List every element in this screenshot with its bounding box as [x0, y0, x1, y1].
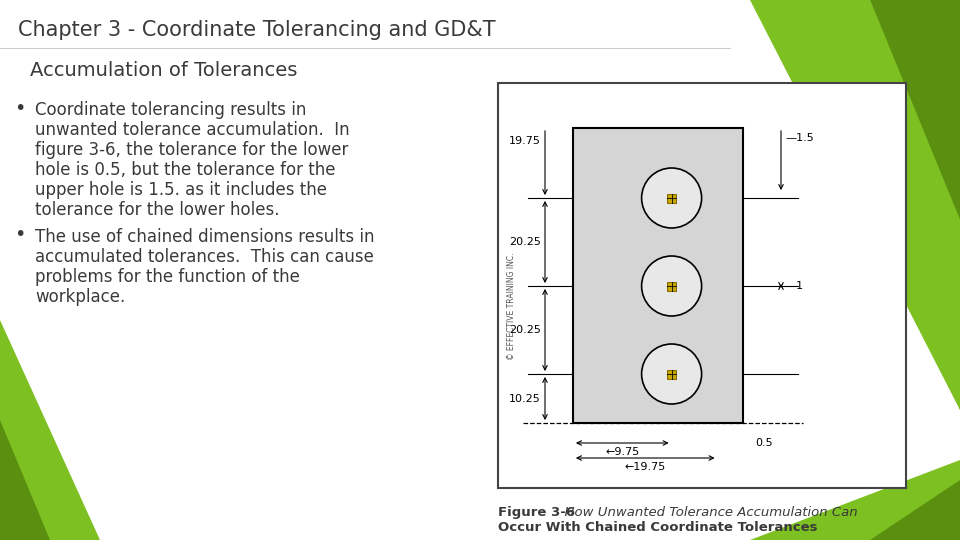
Text: upper hole is 1.5. as it includes the: upper hole is 1.5. as it includes the — [35, 181, 327, 199]
Text: problems for the function of the: problems for the function of the — [35, 268, 300, 286]
Text: accumulated tolerances.  This can cause: accumulated tolerances. This can cause — [35, 248, 373, 266]
Circle shape — [641, 256, 702, 316]
Polygon shape — [800, 0, 960, 410]
Text: ←9.75: ←9.75 — [605, 447, 639, 457]
Text: hole is 0.5, but the tolerance for the: hole is 0.5, but the tolerance for the — [35, 161, 335, 179]
Text: ←19.75: ←19.75 — [625, 462, 666, 472]
Polygon shape — [870, 480, 960, 540]
Bar — [667, 369, 676, 379]
Text: workplace.: workplace. — [35, 288, 125, 306]
Text: Coordinate tolerancing results in: Coordinate tolerancing results in — [35, 101, 306, 119]
Text: 20.25: 20.25 — [509, 237, 541, 247]
Text: •: • — [14, 98, 26, 118]
Polygon shape — [750, 0, 960, 410]
Text: •: • — [14, 226, 26, 245]
Text: 10.25: 10.25 — [509, 394, 541, 403]
Text: 20.25: 20.25 — [509, 325, 541, 335]
Text: © EFFECTIVE TRAINING INC.: © EFFECTIVE TRAINING INC. — [508, 252, 516, 360]
Polygon shape — [870, 0, 960, 220]
Text: The use of chained dimensions results in: The use of chained dimensions results in — [35, 228, 374, 246]
Text: tolerance for the lower holes.: tolerance for the lower holes. — [35, 201, 279, 219]
Bar — [573, 128, 743, 423]
Bar — [667, 193, 676, 202]
Polygon shape — [750, 460, 960, 540]
Text: Chapter 3 - Coordinate Tolerancing and GD&T: Chapter 3 - Coordinate Tolerancing and G… — [18, 20, 495, 40]
Polygon shape — [0, 320, 100, 540]
Text: 19.75: 19.75 — [509, 136, 541, 146]
Text: figure 3-6, the tolerance for the lower: figure 3-6, the tolerance for the lower — [35, 141, 348, 159]
Circle shape — [641, 168, 702, 228]
Text: Figure 3-6: Figure 3-6 — [498, 506, 575, 519]
Polygon shape — [0, 420, 50, 540]
Text: unwanted tolerance accumulation.  In: unwanted tolerance accumulation. In — [35, 121, 349, 139]
Text: How Unwanted Tolerance Accumulation Can: How Unwanted Tolerance Accumulation Can — [556, 506, 857, 519]
Circle shape — [641, 344, 702, 404]
Bar — [667, 281, 676, 291]
Text: —1.5: —1.5 — [785, 133, 814, 143]
Text: —1: —1 — [785, 281, 804, 291]
Text: Occur With Chained Coordinate Tolerances: Occur With Chained Coordinate Tolerances — [498, 521, 818, 534]
Bar — [498, 83, 906, 488]
Text: Accumulation of Tolerances: Accumulation of Tolerances — [30, 60, 298, 79]
Text: 0.5: 0.5 — [755, 438, 773, 448]
